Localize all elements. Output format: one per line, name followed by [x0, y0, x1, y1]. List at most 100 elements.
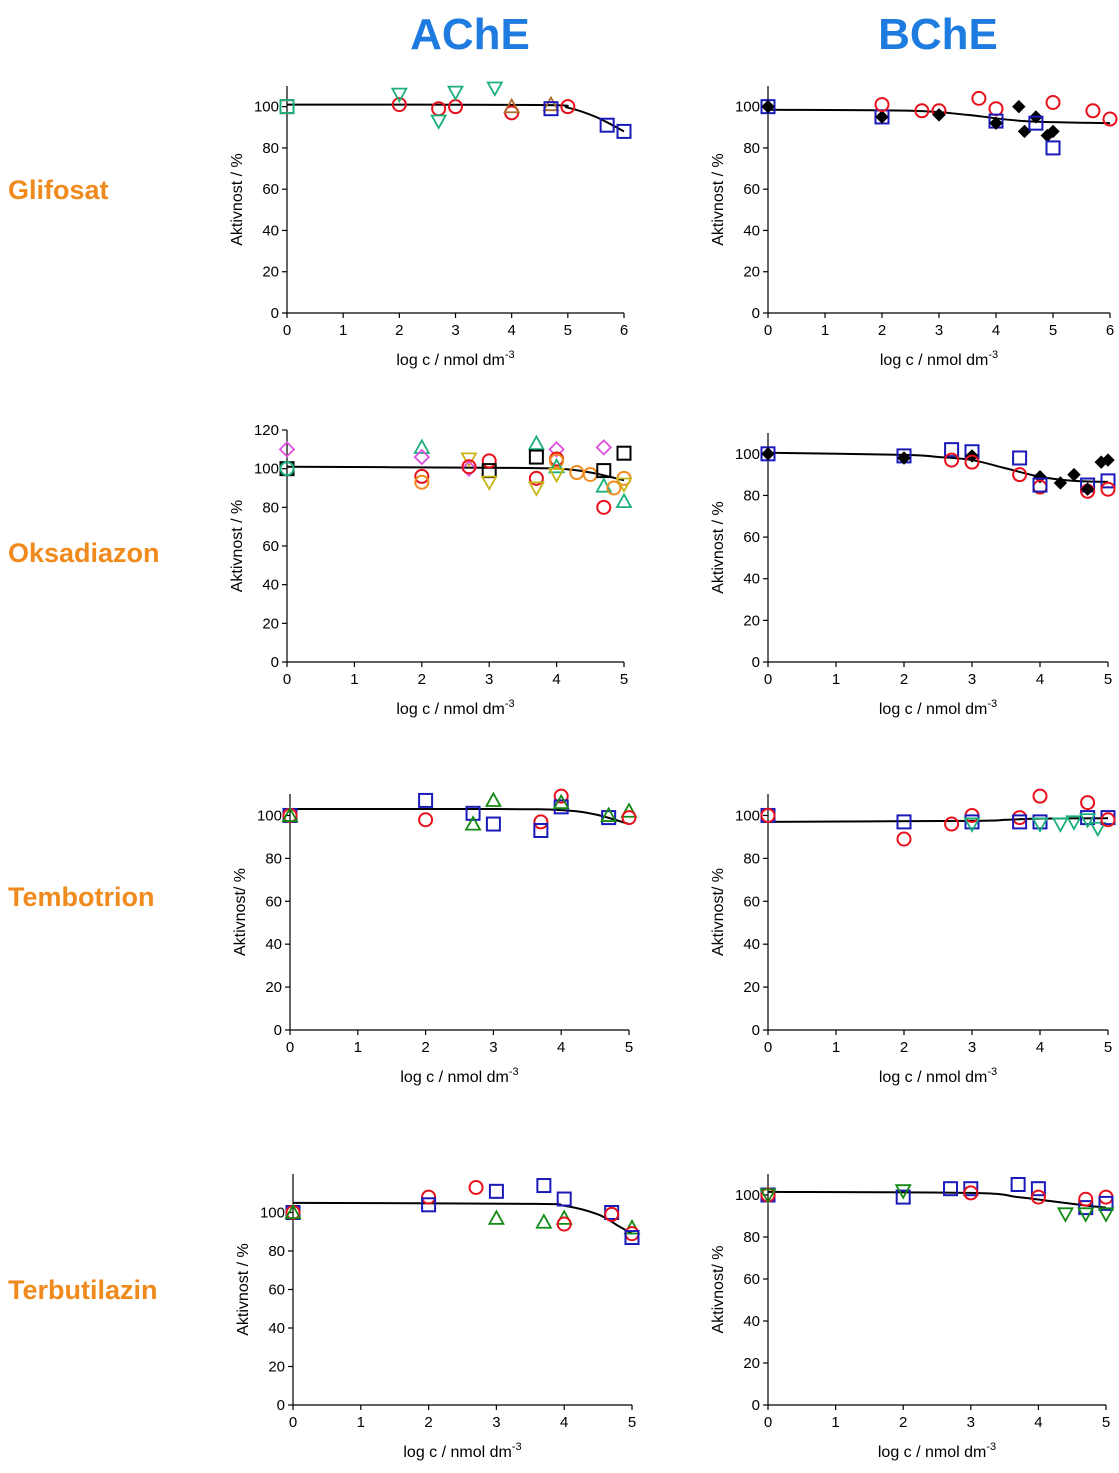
- data-point-square: [616, 445, 632, 461]
- data-point-circle: [963, 1185, 979, 1201]
- data-point-circle: [468, 1179, 484, 1195]
- x-tick-label: 5: [628, 1414, 636, 1431]
- data-point-circle: [596, 499, 612, 515]
- data-point-circle: [560, 99, 576, 115]
- chart-oksadiazon-bche: 0 20 40 60 80 100 0 1 2 3 4 5 Aktivnost / % log c / n…: [710, 433, 1116, 718]
- x-tick-label: 4: [507, 322, 515, 339]
- data-point-square: [533, 822, 549, 838]
- data-point-diamond-filled: [1053, 476, 1068, 490]
- data-point-triangle-down: [430, 114, 448, 130]
- data-point-circle: [549, 453, 565, 469]
- y-tick-label: 20: [265, 979, 282, 996]
- data-point-circle: [988, 101, 1004, 117]
- fit-curve: [286, 103, 625, 133]
- x-tick-label: 0: [283, 671, 291, 688]
- data-point-triangle-up: [548, 457, 566, 474]
- x-tick-label: 4: [992, 322, 1000, 339]
- x-tick-label: 0: [764, 1039, 772, 1056]
- y-tick-label: 80: [265, 850, 282, 867]
- y-tick-label: 0: [752, 654, 760, 671]
- y-tick-label: 20: [262, 615, 279, 632]
- data-point-circle: [944, 816, 960, 832]
- data-point-circle: [461, 459, 477, 475]
- y-tick-label: 60: [262, 181, 279, 198]
- data-point-triangle-down: [486, 81, 504, 97]
- data-point-square: [1010, 1177, 1026, 1192]
- fit-curve: [292, 1201, 633, 1235]
- data-point-triangle-down: [1089, 821, 1107, 838]
- data-point-circle: [414, 468, 430, 484]
- data-point-circle: [1012, 810, 1028, 826]
- x-axis-label: log c / nmol dm-3: [879, 1066, 997, 1086]
- data-point-diamond-filled: [875, 110, 889, 124]
- data-point-triangle-up: [503, 97, 521, 114]
- data-point-circle: [481, 453, 497, 469]
- data-point-triangle-up: [535, 1213, 553, 1229]
- data-point-diamond: [595, 439, 613, 456]
- data-point-square: [556, 1191, 572, 1207]
- x-tick-label: 5: [1049, 322, 1057, 339]
- data-point-square: [896, 814, 912, 830]
- data-point-square: [1045, 140, 1061, 156]
- data-point-circle: [414, 474, 430, 490]
- y-tick-label: 80: [262, 499, 279, 516]
- y-tick-label: 0: [271, 305, 279, 322]
- fit-curve: [767, 451, 1109, 483]
- y-tick-label: 100: [735, 1187, 760, 1204]
- x-tick-label: 3: [967, 1414, 975, 1431]
- data-point-square: [596, 463, 612, 479]
- data-point-square: [418, 792, 434, 808]
- x-tick-label: 1: [832, 671, 840, 688]
- data-point-triangle-down: [963, 817, 981, 833]
- x-axis-label: log c / nmol dm-3: [403, 1441, 521, 1461]
- row-label-tembotrion: Tembotrion: [8, 882, 155, 912]
- data-point-circle: [582, 466, 598, 482]
- data-point-diamond: [413, 448, 431, 466]
- data-point-square: [485, 816, 501, 832]
- y-tick-label: 60: [262, 538, 279, 555]
- data-point-triangle-down: [1031, 817, 1049, 833]
- row-label-glifosat: Glifosat: [8, 175, 109, 205]
- y-axis-label: Aktivnost/ %: [232, 868, 249, 956]
- x-tick-label: 3: [492, 1414, 500, 1431]
- data-point-circle: [448, 99, 463, 115]
- data-point-triangle-up: [542, 95, 560, 112]
- data-point-square: [1100, 473, 1116, 489]
- y-tick-label: 40: [262, 222, 279, 239]
- data-point-square: [543, 101, 559, 117]
- x-tick-label: 0: [764, 1414, 772, 1431]
- x-tick-label: 2: [899, 1414, 907, 1431]
- y-axis-label: Aktivnost/ %: [710, 868, 727, 956]
- y-tick-label: 0: [277, 1397, 285, 1414]
- x-tick-label: 5: [1104, 671, 1112, 688]
- data-point-triangle-up: [484, 791, 502, 807]
- data-point-diamond-filled: [1101, 453, 1115, 467]
- y-tick-label: 20: [743, 612, 760, 629]
- fit-curve: [767, 1190, 1107, 1209]
- data-point-square: [964, 814, 980, 830]
- x-tick-label: 2: [418, 671, 426, 688]
- y-tick-label: 80: [743, 1229, 760, 1246]
- data-point-circle: [971, 90, 987, 106]
- data-point-triangle-up: [615, 492, 633, 509]
- x-tick-label: 1: [339, 322, 347, 339]
- x-tick-label: 2: [421, 1039, 429, 1056]
- x-tick-label: 2: [900, 1039, 908, 1056]
- data-point-square: [943, 1181, 959, 1197]
- data-point-circle: [1102, 111, 1118, 127]
- x-tick-label: 3: [968, 1039, 976, 1056]
- y-tick-label: 40: [743, 936, 760, 953]
- y-tick-label: 60: [743, 893, 760, 910]
- x-axis-label: log c / nmol dm-3: [879, 698, 997, 718]
- data-point-square: [1012, 814, 1028, 830]
- y-tick-label: 100: [254, 99, 279, 116]
- chart-glifosat-bche: 0 20 40 60 80 100 0 1 2 3 4 5 6 Aktivnost / % log c / …: [710, 86, 1118, 369]
- y-axis-label: Aktivnost / %: [710, 153, 727, 245]
- x-tick-label: 1: [832, 1039, 840, 1056]
- data-point-circle: [533, 814, 549, 830]
- data-point-triangle-down: [1077, 1207, 1095, 1223]
- fit-curve: [286, 465, 625, 482]
- data-point-square: [421, 1197, 437, 1213]
- x-tick-label: 4: [560, 1414, 568, 1431]
